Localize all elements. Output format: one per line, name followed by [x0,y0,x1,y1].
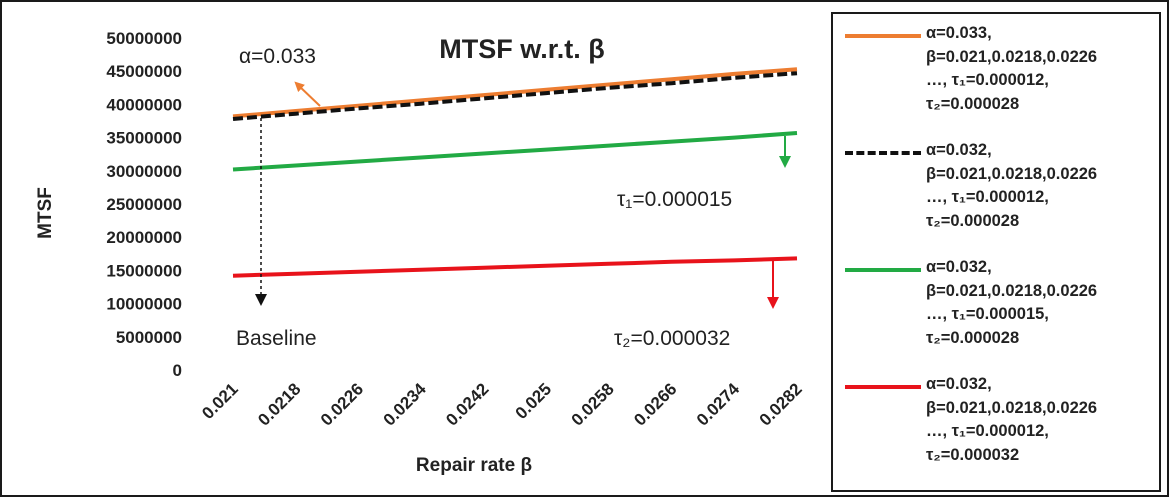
legend-label-line: …, τ₁=0.000012, [926,422,1049,440]
series-line-2 [232,71,798,121]
y-tick-label: 30000000 [106,162,182,181]
legend-label-line: β=0.021,0.0218,0.0226 [926,281,1098,300]
legend-label-line: β=0.021,0.0218,0.0226 [926,47,1098,66]
legend-label-line: α=0.032, [926,258,992,276]
y-tick-label: 20000000 [106,228,182,247]
x-tick-label: 0.0258 [568,379,618,429]
x-tick-label: 0.0234 [380,379,431,430]
y-tick-label: 50000000 [106,29,182,48]
y-axis-tick-labels: 0 5000000 10000000 15000000 20000000 25000000… [106,29,182,380]
annotation-alpha: α=0.033 [239,45,316,68]
legend-label-line: α=0.033, [926,24,992,42]
mtsf-line-chart: MTSF w.r.t. β 0 5000000 10000000 15000000 20… [35,29,806,476]
y-tick-label: 5000000 [116,328,182,347]
legend-label: α=0.032, β=0.021,0.0218,0.0226 …, τ₁=0.000… [926,256,1156,350]
legend-label-line: β=0.021,0.0218,0.0226 [926,164,1098,183]
x-tick-label: 0.0242 [442,379,492,429]
legend-label-line: …, τ₁=0.000015, [926,305,1049,323]
x-axis-title: Repair rate β [416,455,532,476]
y-tick-label: 35000000 [106,129,182,148]
x-tick-label: 0.0274 [693,379,744,430]
legend-label-line: …, τ₁=0.000012, [926,188,1049,206]
legend-swatch [845,268,921,272]
x-axis-tick-labels: 0.021 0.0218 0.0226 0.0234 0.0242 0.025 0.0258… [198,379,806,430]
legend-label-line: τ₂=0.000028 [926,328,1020,347]
legend-swatch [845,151,921,155]
y-tick-label: 10000000 [106,295,182,314]
legend-label-line: α=0.032, [926,141,992,159]
alpha-arrow [294,81,321,107]
legend-label-line: τ₂=0.000028 [926,94,1020,113]
legend-label-line: …, τ₁=0.000012, [926,71,1049,89]
legend-label: α=0.032, β=0.021,0.0218,0.0226 …, τ₁=0.000… [926,373,1156,467]
y-tick-label: 40000000 [106,95,182,114]
x-tick-label: 0.0282 [756,379,806,429]
legend-label-line: τ₂=0.000028 [926,211,1020,230]
legend-swatch [845,34,921,38]
x-tick-label: 0.025 [512,379,556,423]
legend-label-line: α=0.032, [926,375,992,393]
series-line-4 [232,256,798,278]
series-lines [232,67,798,278]
x-tick-label: 0.0266 [630,379,680,429]
annotation-baseline: Baseline [236,327,317,350]
series-line-3 [232,131,798,172]
y-tick-label: 15000000 [106,261,182,280]
x-tick-label: 0.0226 [317,379,367,429]
legend-label-line: β=0.021,0.0218,0.0226 [926,398,1098,417]
annotation-tau2: τ₂=0.000032 [614,327,730,350]
y-axis-title: MTSF [35,187,56,239]
x-tick-label: 0.021 [198,379,242,423]
legend-label: α=0.032, β=0.021,0.0218,0.0226 …, τ₁=0.000… [926,139,1156,233]
legend: α=0.033, β=0.021,0.0218,0.0226 …, τ₁=0.000… [831,12,1161,492]
legend-swatch [845,385,921,389]
chart-title: MTSF w.r.t. β [439,34,604,64]
legend-label: α=0.033, β=0.021,0.0218,0.0226 …, τ₁=0.000… [926,22,1156,116]
x-tick-label: 0.0218 [254,379,304,429]
legend-label-line: τ₂=0.000032 [926,445,1020,464]
y-tick-label: 0 [173,361,182,380]
y-tick-label: 25000000 [106,195,182,214]
y-tick-label: 45000000 [106,62,182,81]
annotation-tau1: τ₁=0.000015 [617,188,732,211]
series-line-1 [232,67,798,119]
